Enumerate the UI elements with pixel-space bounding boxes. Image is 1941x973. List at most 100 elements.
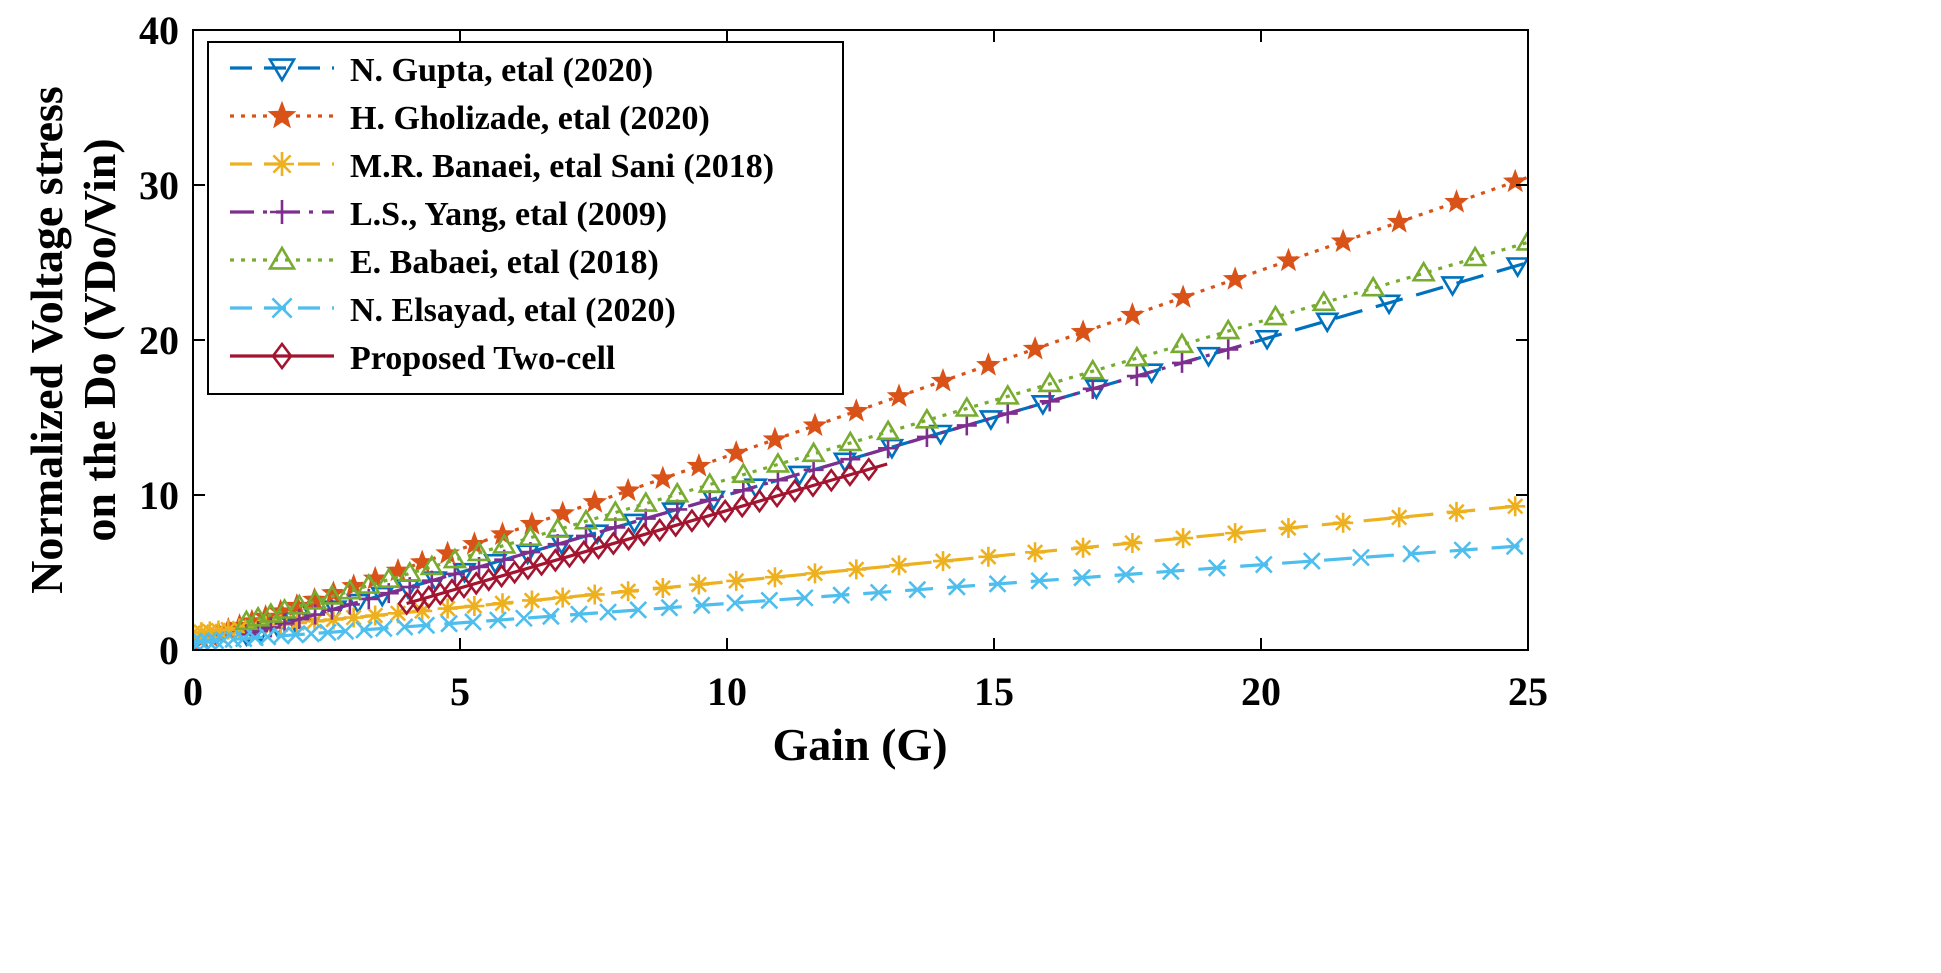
series-marker <box>1030 395 1056 416</box>
series-marker <box>355 620 373 639</box>
series-marker <box>930 368 956 392</box>
series-marker <box>1030 571 1049 590</box>
series-marker <box>584 584 605 605</box>
series-marker <box>976 352 1001 376</box>
series-marker <box>1453 541 1472 560</box>
series-marker <box>603 499 628 521</box>
series-marker <box>437 598 458 619</box>
series-marker <box>688 574 709 595</box>
series-marker <box>337 578 363 600</box>
series-marker <box>804 563 825 584</box>
series-marker <box>1215 318 1241 340</box>
series-marker <box>875 419 901 441</box>
series-marker <box>417 616 436 635</box>
series-6 <box>193 537 1528 650</box>
series-marker <box>1025 542 1046 563</box>
series-marker <box>1502 168 1528 193</box>
series-marker <box>1446 501 1467 522</box>
series-marker <box>916 426 937 447</box>
series-marker <box>286 612 307 633</box>
series-marker <box>397 560 423 582</box>
series-marker <box>869 583 888 602</box>
legend-label: L.S., Yang, etal (2009) <box>350 196 667 233</box>
series-marker <box>589 535 608 560</box>
series-marker <box>1330 228 1356 253</box>
series-marker <box>1302 552 1321 570</box>
x-tick-label: 20 <box>1241 669 1281 714</box>
series-marker <box>466 540 492 562</box>
series-marker <box>660 598 679 617</box>
series-marker <box>1117 565 1135 584</box>
series-marker <box>889 555 910 576</box>
series-marker <box>545 517 570 538</box>
series-marker <box>664 481 690 503</box>
legend-label: N. Elsayad, etal (2020) <box>350 292 676 329</box>
series-marker <box>1222 266 1248 290</box>
series-marker <box>615 477 641 502</box>
series-marker <box>412 601 433 621</box>
series-marker <box>682 508 702 533</box>
x-axis-label: Gain (G) <box>772 719 947 770</box>
series-marker <box>908 580 927 599</box>
series-marker <box>319 583 345 605</box>
series-marker <box>1080 358 1106 380</box>
series-marker <box>978 546 999 567</box>
series-marker <box>550 500 575 524</box>
series-marker <box>1225 523 1246 544</box>
series-marker <box>193 633 202 650</box>
x-tick-label: 5 <box>450 669 470 714</box>
series-marker <box>321 580 346 604</box>
series-marker <box>914 407 940 429</box>
series-marker <box>785 478 804 503</box>
series-5 <box>234 229 1528 631</box>
series-marker <box>956 415 977 436</box>
series-marker <box>1505 537 1524 556</box>
series-marker <box>1263 304 1288 326</box>
series-marker <box>1122 532 1143 553</box>
series-marker <box>1440 276 1465 297</box>
series-marker <box>343 607 364 628</box>
series-marker <box>1126 366 1147 387</box>
series-marker <box>560 544 579 569</box>
series-marker <box>514 609 533 628</box>
legend-label: H. Gholizade, etal (2020) <box>350 100 710 137</box>
series-marker <box>584 524 610 546</box>
series-marker <box>622 513 647 535</box>
series-marker <box>650 465 676 490</box>
series-marker <box>541 607 560 626</box>
series-marker <box>762 426 788 451</box>
series-marker <box>284 593 310 617</box>
series-marker <box>318 623 337 642</box>
series-marker <box>1462 245 1488 267</box>
series-marker <box>1037 371 1062 393</box>
series-marker <box>532 552 551 577</box>
series-marker <box>1314 312 1340 334</box>
series-marker <box>356 572 382 594</box>
series-marker <box>619 526 638 552</box>
series-marker <box>442 547 468 569</box>
series-marker <box>1120 302 1145 326</box>
series-marker <box>802 412 828 437</box>
legend-label: N. Gupta, etal (2020) <box>350 52 653 89</box>
series-marker <box>419 554 445 576</box>
series-marker <box>859 457 878 482</box>
series-marker <box>272 597 297 619</box>
series-marker <box>199 632 217 650</box>
series-marker <box>997 403 1018 424</box>
legend-marker <box>267 245 297 270</box>
series-marker <box>928 424 953 446</box>
series-marker <box>1389 507 1410 528</box>
series-marker <box>323 609 344 630</box>
x-tick-label: 25 <box>1508 669 1548 714</box>
legend-marker <box>270 152 294 176</box>
series-marker <box>933 551 954 572</box>
series-marker <box>1505 257 1528 279</box>
series-marker <box>988 574 1007 593</box>
legend-entry: H. Gholizade, etal (2020) <box>230 100 710 137</box>
series-marker <box>652 577 673 598</box>
series-marker <box>666 513 685 538</box>
series-marker <box>1173 528 1194 549</box>
series-marker <box>365 605 386 626</box>
series-marker <box>464 613 482 631</box>
